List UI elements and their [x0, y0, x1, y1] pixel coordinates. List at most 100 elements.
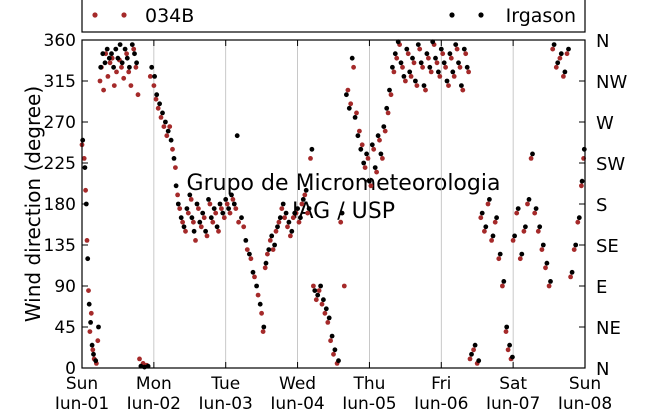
data-point	[247, 251, 252, 257]
data-point	[551, 42, 557, 47]
y-axis-label: Wind direction (degree)	[21, 86, 45, 322]
data-point	[479, 210, 485, 216]
data-point	[98, 64, 104, 70]
data-point	[109, 51, 114, 57]
data-point	[115, 55, 121, 61]
data-point	[367, 178, 372, 184]
data-point	[104, 46, 110, 52]
data-point	[299, 201, 305, 207]
data-point	[296, 219, 302, 225]
data-point	[568, 274, 573, 280]
compass-tick-label: NW	[596, 72, 627, 93]
data-point	[263, 260, 269, 266]
x-tick-date: Jun-01	[54, 394, 109, 409]
data-point	[319, 301, 325, 307]
data-point	[210, 219, 216, 225]
data-point	[546, 283, 552, 289]
data-point	[213, 210, 219, 216]
x-tick-day: Tue	[210, 374, 240, 394]
data-point	[155, 105, 161, 111]
y-axis-left: 0 45 90 135 180 225 270 315 360	[44, 31, 585, 379]
data-point	[151, 83, 157, 88]
data-point	[300, 197, 306, 202]
data-point	[326, 315, 332, 321]
data-point	[558, 51, 564, 57]
data-point	[201, 215, 207, 221]
data-point	[332, 347, 338, 353]
data-point	[224, 201, 230, 207]
y-tick-label: 0	[65, 359, 76, 379]
data-point	[346, 105, 352, 111]
data-point	[285, 224, 290, 230]
legend-label: 034B	[145, 5, 194, 27]
data-point	[305, 210, 310, 216]
data-point	[188, 197, 194, 202]
data-point	[446, 83, 451, 88]
data-point	[279, 206, 285, 212]
data-point	[193, 238, 198, 243]
data-point	[236, 219, 242, 225]
data-point	[517, 256, 523, 262]
data-point	[339, 210, 345, 216]
data-point	[460, 87, 466, 93]
data-point	[448, 55, 454, 61]
data-point	[220, 210, 226, 216]
data-point	[158, 115, 164, 120]
data-point	[157, 101, 163, 107]
data-point	[219, 206, 224, 212]
data-point	[126, 69, 132, 75]
data-point	[309, 146, 315, 152]
data-point	[361, 160, 367, 166]
data-point	[532, 210, 538, 216]
data-point	[198, 224, 204, 230]
data-point	[438, 46, 444, 52]
data-point	[322, 310, 328, 316]
data-point	[206, 197, 211, 202]
data-point	[507, 342, 512, 348]
data-point	[184, 206, 190, 212]
data-point	[101, 87, 106, 93]
compass-tick-label: N	[596, 359, 609, 380]
data-point	[323, 306, 329, 312]
data-point	[357, 128, 362, 134]
data-point	[505, 347, 511, 353]
data-point	[471, 347, 476, 353]
data-point	[229, 192, 234, 198]
data-point	[163, 119, 168, 125]
data-point	[194, 201, 200, 207]
x-tick-date: Jun-03	[198, 394, 253, 409]
data-point	[515, 206, 521, 212]
data-point	[97, 78, 103, 84]
data-point	[273, 228, 279, 234]
data-point	[482, 228, 487, 234]
data-point	[510, 238, 516, 243]
data-point	[128, 83, 134, 88]
data-point	[550, 46, 556, 52]
data-point	[191, 228, 197, 234]
data-point	[200, 210, 206, 216]
data-point	[86, 301, 92, 307]
data-point	[233, 206, 239, 212]
compass-tick-label: E	[596, 277, 607, 298]
compass-tick-label: SE	[596, 236, 619, 257]
data-point	[312, 288, 318, 293]
series-irgason	[80, 39, 587, 370]
data-point	[500, 283, 505, 289]
data-point	[579, 183, 584, 189]
data-point	[204, 233, 210, 239]
data-point	[368, 183, 374, 189]
data-point	[501, 279, 507, 284]
data-point	[494, 215, 499, 221]
data-point	[512, 233, 517, 239]
data-point	[269, 233, 275, 239]
data-point	[472, 342, 478, 348]
data-point	[86, 288, 91, 293]
data-point	[152, 74, 158, 79]
data-point	[149, 64, 155, 70]
data-point	[96, 324, 101, 330]
data-point	[119, 64, 124, 70]
legend-box	[81, 0, 586, 33]
data-point	[250, 269, 256, 275]
data-point	[223, 197, 229, 202]
data-point	[311, 283, 316, 289]
